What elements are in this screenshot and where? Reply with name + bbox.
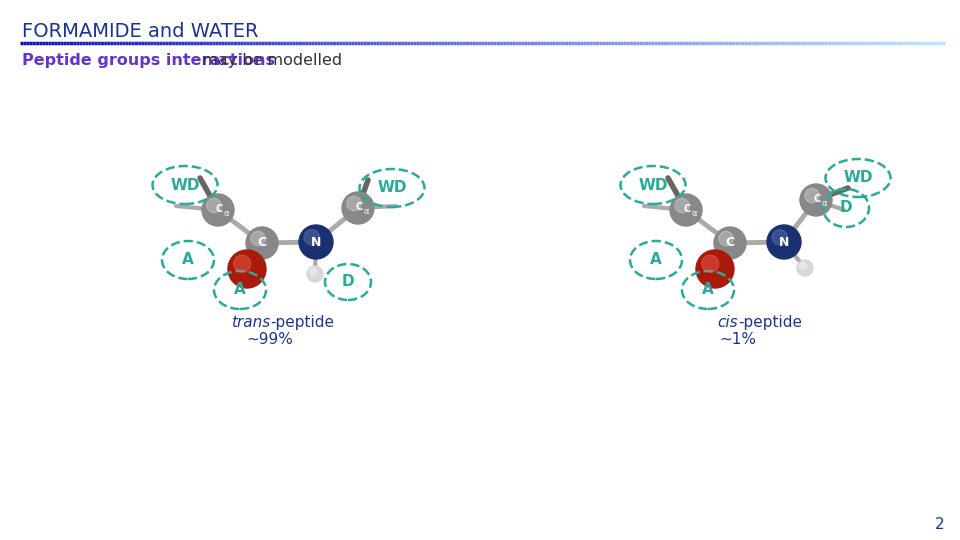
Circle shape xyxy=(772,230,787,245)
Text: D: D xyxy=(840,200,852,215)
Text: A: A xyxy=(182,253,194,267)
Circle shape xyxy=(246,227,278,259)
Circle shape xyxy=(670,194,702,226)
Circle shape xyxy=(307,266,323,282)
Text: A: A xyxy=(702,282,714,298)
Text: WD: WD xyxy=(377,180,407,195)
Text: α: α xyxy=(224,210,228,219)
Text: Peptide groups interactions: Peptide groups interactions xyxy=(22,53,275,68)
Text: C: C xyxy=(355,202,363,212)
Circle shape xyxy=(767,225,801,259)
Circle shape xyxy=(696,250,734,288)
Circle shape xyxy=(304,230,320,245)
Text: -peptide: -peptide xyxy=(270,315,334,330)
Circle shape xyxy=(675,198,689,213)
Text: trans: trans xyxy=(230,315,270,330)
Text: N: N xyxy=(779,235,789,248)
Circle shape xyxy=(347,197,361,211)
Text: ~1%: ~1% xyxy=(719,332,756,347)
Circle shape xyxy=(719,231,733,246)
Text: C: C xyxy=(726,237,734,249)
Text: may be modelled: may be modelled xyxy=(197,53,342,68)
Circle shape xyxy=(206,198,221,213)
Text: C: C xyxy=(813,194,821,204)
Text: cis: cis xyxy=(717,315,738,330)
Circle shape xyxy=(804,188,819,202)
Text: WD: WD xyxy=(843,171,873,186)
Circle shape xyxy=(202,194,234,226)
Circle shape xyxy=(800,262,806,269)
Text: WD: WD xyxy=(170,178,200,192)
Circle shape xyxy=(228,250,266,288)
Circle shape xyxy=(702,255,719,272)
Text: α: α xyxy=(821,199,827,208)
Circle shape xyxy=(233,255,251,272)
Circle shape xyxy=(299,225,333,259)
Text: α: α xyxy=(691,210,697,219)
Circle shape xyxy=(800,184,832,216)
Text: A: A xyxy=(650,253,661,267)
Text: C: C xyxy=(684,204,690,214)
Text: α: α xyxy=(363,207,369,217)
Text: FORMAMIDE and WATER: FORMAMIDE and WATER xyxy=(22,22,258,41)
Circle shape xyxy=(797,260,813,276)
Text: 2: 2 xyxy=(935,517,945,532)
Text: C: C xyxy=(215,204,223,214)
Text: D: D xyxy=(342,274,354,289)
Text: A: A xyxy=(234,282,246,298)
Text: -peptide: -peptide xyxy=(738,315,802,330)
Text: N: N xyxy=(311,235,322,248)
Text: WD: WD xyxy=(638,178,668,192)
Circle shape xyxy=(714,227,746,259)
Circle shape xyxy=(342,192,374,224)
Text: C: C xyxy=(257,237,267,249)
Circle shape xyxy=(309,268,317,275)
Circle shape xyxy=(251,231,265,246)
Text: ~99%: ~99% xyxy=(247,332,294,347)
